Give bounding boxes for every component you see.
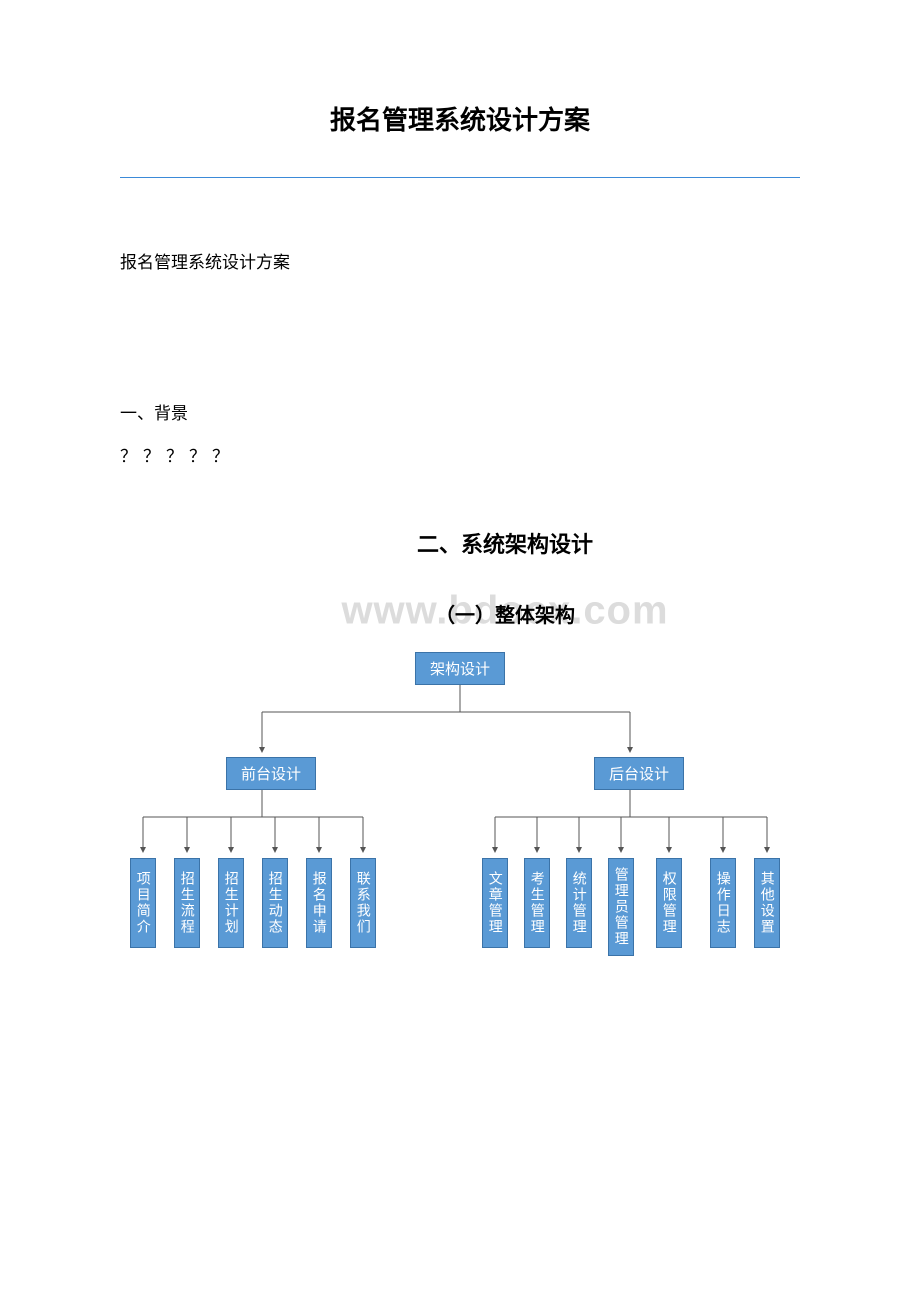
- leaf-candidate-mgmt: 考生管理: [524, 858, 550, 948]
- leaf-project-intro: 项目简介: [130, 858, 156, 948]
- title-divider: [120, 177, 800, 178]
- leaf-enroll-process: 招生流程: [174, 858, 200, 948]
- document-subtitle: 报名管理系统设计方案: [120, 248, 800, 279]
- leaf-permission-mgmt: 权限管理: [656, 858, 682, 948]
- leaf-contact-us: 联系我们: [350, 858, 376, 948]
- node-front-design: 前台设计: [226, 757, 316, 790]
- node-back-design: 后台设计: [594, 757, 684, 790]
- section-1-heading: 一、背景: [120, 399, 800, 424]
- node-root: 架构设计: [415, 652, 505, 685]
- leaf-stats-mgmt: 统计管理: [566, 858, 592, 948]
- leaf-signup-apply: 报名申请: [306, 858, 332, 948]
- diagram-connectors: [120, 652, 800, 1032]
- leaf-enroll-news: 招生动态: [262, 858, 288, 948]
- leaf-other-settings: 其他设置: [754, 858, 780, 948]
- section-2-sub-heading: www.bdocx.com （一）整体架构: [210, 599, 800, 628]
- section-2-heading: 二、系统架构设计: [210, 527, 800, 559]
- architecture-diagram: 架构设计 前台设计 后台设计 项目简介 招生流程 招生计划 招生动态 报名申请 …: [120, 652, 800, 1032]
- leaf-admin-mgmt: 管理员管理: [608, 858, 634, 956]
- section-1-placeholder: ？？？？？: [120, 442, 800, 467]
- leaf-enroll-plan: 招生计划: [218, 858, 244, 948]
- leaf-operation-log: 操作日志: [710, 858, 736, 948]
- document-title: 报名管理系统设计方案: [120, 100, 800, 137]
- leaf-article-mgmt: 文章管理: [482, 858, 508, 948]
- section-2-sub-text: （一）整体架构: [435, 605, 575, 627]
